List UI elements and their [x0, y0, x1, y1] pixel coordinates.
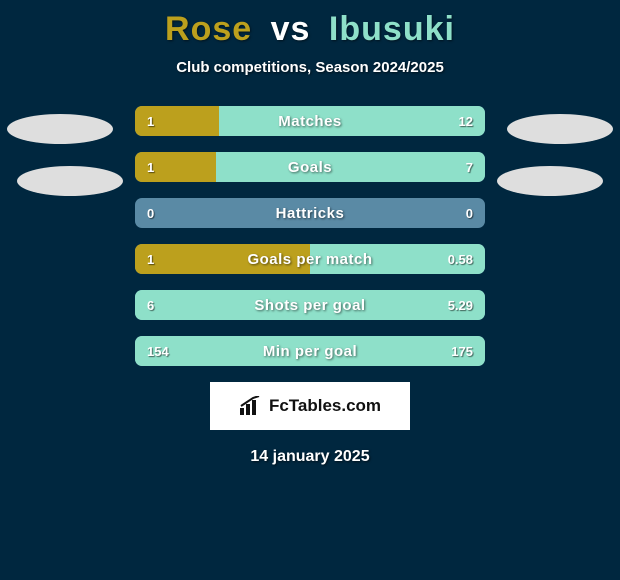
source-logo: FcTables.com: [210, 382, 410, 430]
comparison-content: 112Matches 17Goals 00Hattricks 10.58Goals p…: [0, 106, 620, 466]
date-label: 14 january 2025: [0, 448, 620, 466]
stat-row: 10.58Goals per match: [135, 244, 485, 274]
player2-club-placeholder: [497, 166, 603, 196]
vs-label: vs: [271, 10, 311, 48]
stat-row: 154175Min per goal: [135, 336, 485, 366]
stat-label: Hattricks: [135, 198, 485, 228]
source-logo-text: FcTables.com: [269, 396, 381, 416]
player2-photo-placeholder: [507, 114, 613, 144]
stat-label: Min per goal: [135, 336, 485, 366]
player1-club-placeholder: [17, 166, 123, 196]
stat-label: Shots per goal: [135, 290, 485, 320]
stats-bars: 112Matches 17Goals 00Hattricks 10.58Goals p…: [135, 106, 485, 366]
subtitle: Club competitions, Season 2024/2025: [0, 59, 620, 76]
player2-name: Ibusuki: [329, 10, 455, 48]
player1-photo-placeholder: [7, 114, 113, 144]
stat-label: Matches: [135, 106, 485, 136]
stat-label: Goals: [135, 152, 485, 182]
stat-label: Goals per match: [135, 244, 485, 274]
page-title: Rose vs Ibusuki: [0, 0, 620, 49]
stat-row: 112Matches: [135, 106, 485, 136]
stat-row: 00Hattricks: [135, 198, 485, 228]
fctables-icon: [239, 396, 263, 416]
stat-row: 17Goals: [135, 152, 485, 182]
stat-row: 65.29Shots per goal: [135, 290, 485, 320]
player1-name: Rose: [165, 10, 252, 48]
